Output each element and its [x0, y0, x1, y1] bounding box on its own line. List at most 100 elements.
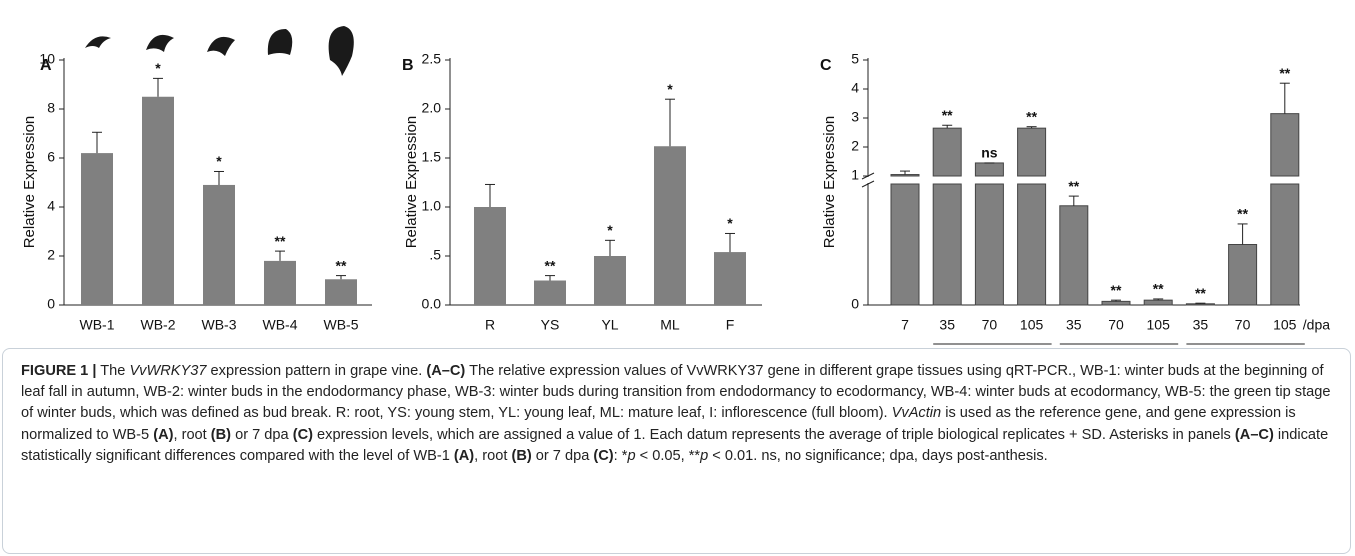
panel-label: C [820, 57, 832, 74]
bar [1270, 113, 1300, 177]
y-tick-label: 1.0 [422, 198, 442, 214]
y-tick-label: 6 [47, 149, 55, 165]
bar [1185, 303, 1215, 306]
caption-text: (C) [292, 426, 313, 443]
caption-text: (B) [511, 447, 532, 464]
caption-text: (A) [453, 447, 475, 464]
caption-text: (A) [153, 426, 174, 443]
caption-text: FIGURE 1 | [21, 363, 97, 379]
caption-text: is used as the reference gene, and gene … [21, 405, 1296, 443]
x-tick-label: WB-1 [80, 317, 115, 333]
caption-text: The relative expression values of VvWRKY… [21, 363, 1331, 422]
x-tick-label: R [485, 317, 495, 333]
y-tick-label: 5 [851, 51, 859, 67]
y-tick-label: 10 [39, 51, 55, 67]
bar [1270, 183, 1300, 306]
caption-text: p [627, 447, 636, 464]
bar [1059, 205, 1089, 306]
caption-text: or 7 dpa [231, 426, 293, 443]
caption-text: (C) [593, 447, 614, 464]
y-tick-label: 8 [47, 100, 55, 116]
significance-label: * [155, 60, 161, 76]
bar [714, 252, 746, 305]
significance-label: ** [1237, 206, 1248, 222]
bar [654, 146, 686, 305]
axis-break-gap [862, 177, 874, 183]
y-tick-label: 1.5 [422, 149, 442, 165]
y-tick-label: 3 [851, 109, 859, 125]
y-tick-label: 4 [47, 198, 55, 214]
y-axis-label: Relative Expression [21, 116, 38, 249]
x-tick-label: 70 [1108, 317, 1124, 333]
leaf-icon [267, 29, 293, 55]
leaf-icon [85, 36, 111, 48]
y-tick-label: .5 [429, 247, 441, 263]
x-tick-label: WB-3 [202, 317, 237, 333]
x-tick-label: 35 [1066, 317, 1082, 333]
bar [325, 279, 357, 305]
panel-label: A [40, 57, 52, 74]
bar [890, 183, 920, 306]
x-unit-label: /dpa [1303, 317, 1330, 333]
significance-label: ** [1153, 281, 1164, 297]
caption-text: : * [613, 447, 628, 464]
y-tick-label: 2 [47, 247, 55, 263]
bar [142, 96, 174, 305]
y-tick-label: 4 [851, 80, 859, 96]
caption-text: (B) [210, 426, 232, 443]
x-tick-label: YL [601, 317, 618, 333]
x-tick-label: WB-2 [141, 317, 176, 333]
y-tick-label: 0.0 [422, 296, 442, 312]
caption-text: The [96, 363, 130, 379]
significance-label: ** [942, 107, 953, 123]
bar [1101, 300, 1131, 306]
significance-label: ns [981, 145, 998, 161]
caption-text: expression pattern in grape vine. [206, 363, 427, 379]
significance-label: ** [1026, 108, 1037, 124]
bar [1228, 244, 1258, 306]
leaf-icons [85, 26, 354, 76]
caption-text: expression levels, which are assigned a … [312, 426, 1235, 443]
x-tick-label: WB-4 [263, 317, 298, 333]
y-tick-label: 1 [851, 167, 859, 183]
y-axis-label: Relative Expression [403, 116, 420, 249]
significance-label: ** [1279, 65, 1290, 81]
caption-text: , root [173, 426, 211, 443]
significance-label: * [667, 81, 673, 97]
caption-text: < 0.01. ns, no significance; dpa, days p… [708, 447, 1048, 464]
bar [974, 183, 1004, 306]
bar [1017, 183, 1047, 306]
caption-text: indicate statistically significant diffe… [21, 426, 1329, 464]
bar [1017, 127, 1047, 177]
bar [974, 162, 1004, 177]
y-tick-label: 0 [851, 296, 859, 312]
significance-label: ** [545, 257, 556, 273]
caption-text: p [700, 447, 709, 464]
bar [932, 127, 962, 177]
x-tick-label: 105 [1273, 317, 1297, 333]
x-tick-label: 7 [901, 317, 909, 333]
bar [594, 256, 626, 305]
caption-text: , root [474, 447, 512, 464]
significance-label: * [727, 215, 733, 231]
caption-text: (A–C) [1234, 426, 1274, 443]
leaf-icon [207, 36, 235, 56]
x-tick-label: 105 [1020, 317, 1044, 333]
significance-label: ** [1068, 178, 1079, 194]
significance-label: ** [1111, 282, 1122, 298]
y-tick-label: 0 [47, 296, 55, 312]
x-tick-label: 35 [939, 317, 955, 333]
panel-label: B [402, 57, 414, 74]
significance-label: ** [1195, 285, 1206, 301]
y-axis-label: Relative Expression [821, 116, 838, 249]
x-tick-label: 105 [1147, 317, 1171, 333]
bar [81, 153, 113, 305]
leaf-icon [328, 26, 354, 76]
significance-label: * [607, 222, 613, 238]
bar [932, 183, 962, 306]
caption-text: < 0.05, ** [635, 447, 701, 464]
caption-text: or 7 dpa [531, 447, 594, 464]
leaf-icon [146, 34, 174, 52]
